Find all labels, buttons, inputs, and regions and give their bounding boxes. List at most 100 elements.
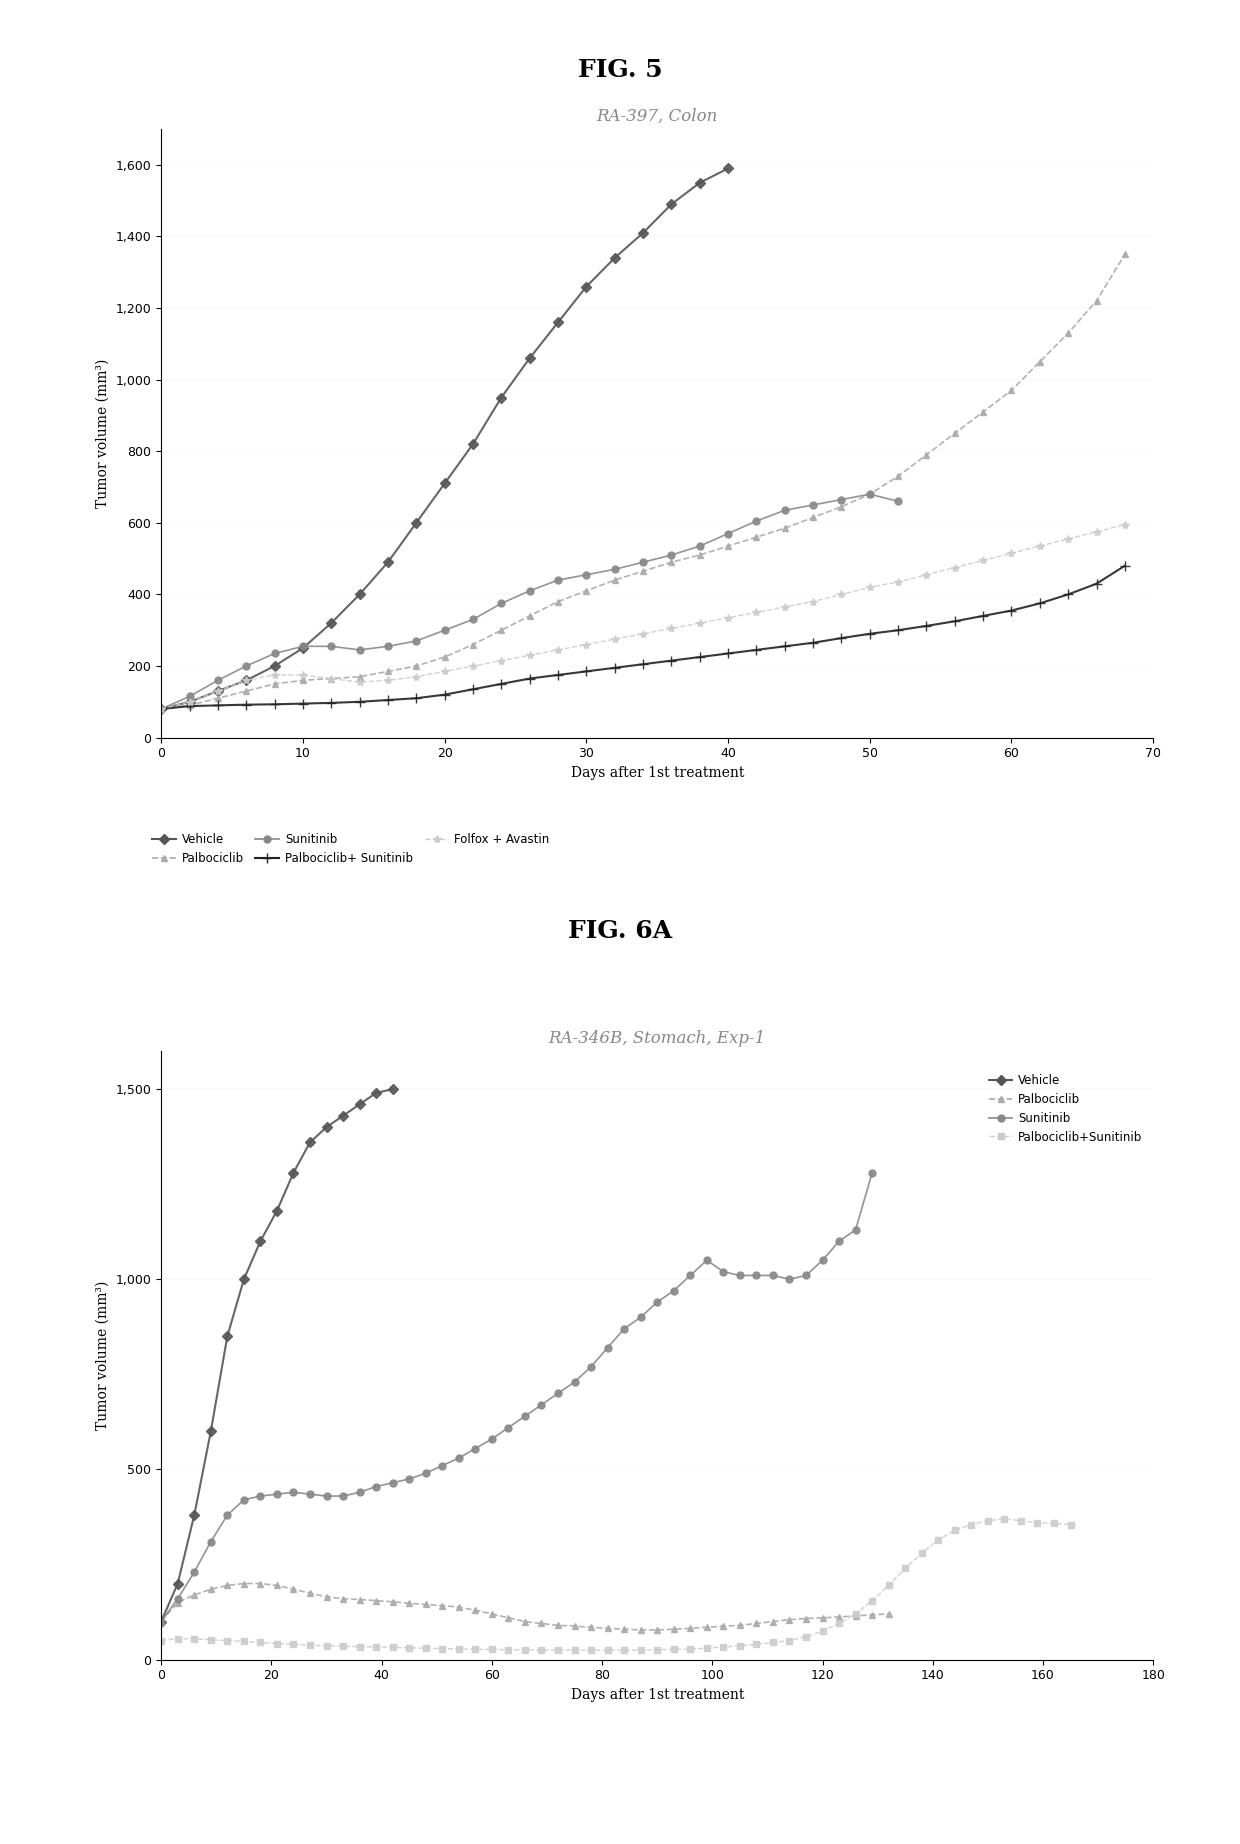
Palbociclib+Sunitinib bbox=[997, 1508, 1012, 1531]
Sunitinib bbox=[634, 1306, 649, 1328]
Sunitinib bbox=[666, 1280, 681, 1302]
Palbociclib+Sunitinib bbox=[534, 1639, 549, 1661]
Palbociclib bbox=[634, 1619, 649, 1641]
Sunitinib bbox=[616, 1318, 631, 1341]
Palbociclib bbox=[848, 1604, 863, 1626]
Palbociclib bbox=[485, 1602, 500, 1625]
Palbociclib bbox=[418, 1593, 433, 1615]
Sunitinib bbox=[584, 1355, 599, 1377]
Sunitinib bbox=[286, 1481, 301, 1503]
Palbociclib bbox=[368, 1590, 383, 1612]
Sunitinib bbox=[799, 1265, 813, 1287]
X-axis label: Days after 1st treatment: Days after 1st treatment bbox=[570, 765, 744, 780]
Sunitinib bbox=[269, 1483, 284, 1505]
Vehicle bbox=[237, 1269, 252, 1291]
Palbociclib bbox=[715, 1615, 730, 1637]
Sunitinib bbox=[352, 1481, 367, 1503]
Vehicle bbox=[154, 1610, 169, 1632]
Palbociclib bbox=[237, 1573, 252, 1595]
Palbociclib bbox=[864, 1604, 879, 1626]
Palbociclib bbox=[501, 1606, 516, 1628]
Palbociclib bbox=[600, 1617, 615, 1639]
Palbociclib bbox=[187, 1584, 202, 1606]
Palbociclib bbox=[882, 1602, 897, 1625]
Title: RA-397, Colon: RA-397, Colon bbox=[596, 107, 718, 125]
Palbociclib bbox=[584, 1615, 599, 1637]
Sunitinib bbox=[733, 1265, 748, 1287]
Y-axis label: Tumor volume (mm³): Tumor volume (mm³) bbox=[95, 358, 110, 509]
Sunitinib bbox=[683, 1265, 698, 1287]
Palbociclib+Sunitinib bbox=[170, 1628, 185, 1650]
Vehicle bbox=[352, 1093, 367, 1116]
Palbociclib bbox=[336, 1588, 351, 1610]
Palbociclib bbox=[219, 1575, 234, 1597]
Palbociclib+Sunitinib bbox=[154, 1630, 169, 1652]
Text: FIG. 5: FIG. 5 bbox=[578, 57, 662, 83]
Sunitinib bbox=[650, 1291, 665, 1313]
Vehicle bbox=[286, 1162, 301, 1184]
Line: Palbociclib+Sunitinib: Palbociclib+Sunitinib bbox=[159, 1516, 1074, 1652]
Palbociclib bbox=[203, 1578, 218, 1601]
Sunitinib bbox=[864, 1162, 879, 1184]
Sunitinib bbox=[815, 1248, 830, 1271]
Palbociclib+Sunitinib bbox=[485, 1637, 500, 1660]
Sunitinib bbox=[219, 1505, 234, 1527]
Palbociclib bbox=[269, 1575, 284, 1597]
Sunitinib bbox=[534, 1394, 549, 1416]
Palbociclib bbox=[699, 1615, 714, 1637]
Line: Vehicle: Vehicle bbox=[157, 1086, 396, 1625]
Palbociclib bbox=[154, 1610, 169, 1632]
Sunitinib bbox=[203, 1531, 218, 1553]
Line: Sunitinib: Sunitinib bbox=[157, 1169, 875, 1625]
Vehicle bbox=[303, 1130, 317, 1154]
Palbociclib bbox=[435, 1595, 450, 1617]
Palbociclib bbox=[534, 1612, 549, 1634]
Palbociclib+Sunitinib bbox=[765, 1632, 780, 1654]
Legend: Vehicle, Palbociclib, Sunitinib, Palbociclib+ Sunitinib, Folfox + Avastin: Vehicle, Palbociclib, Sunitinib, Palboci… bbox=[148, 828, 554, 870]
Sunitinib bbox=[368, 1475, 383, 1497]
Palbociclib bbox=[650, 1619, 665, 1641]
Palbociclib bbox=[402, 1591, 417, 1614]
Palbociclib bbox=[733, 1614, 748, 1636]
Palbociclib+Sunitinib bbox=[733, 1636, 748, 1658]
Palbociclib bbox=[616, 1619, 631, 1641]
Palbociclib bbox=[749, 1612, 764, 1634]
Text: FIG. 6A: FIG. 6A bbox=[568, 918, 672, 944]
Palbociclib+Sunitinib bbox=[683, 1637, 698, 1660]
Sunitinib bbox=[782, 1269, 797, 1291]
Vehicle bbox=[253, 1230, 268, 1252]
Sunitinib bbox=[699, 1248, 714, 1271]
Vehicle bbox=[386, 1079, 401, 1101]
Palbociclib bbox=[815, 1606, 830, 1628]
Palbociclib+Sunitinib bbox=[864, 1590, 879, 1612]
Palbociclib bbox=[782, 1608, 797, 1630]
Palbociclib bbox=[352, 1588, 367, 1610]
Sunitinib bbox=[749, 1265, 764, 1287]
Sunitinib bbox=[170, 1588, 185, 1610]
Palbociclib bbox=[765, 1610, 780, 1632]
Vehicle bbox=[203, 1420, 218, 1442]
Palbociclib bbox=[253, 1573, 268, 1595]
X-axis label: Days after 1st treatment: Days after 1st treatment bbox=[570, 1687, 744, 1702]
Palbociclib bbox=[286, 1578, 301, 1601]
Vehicle bbox=[368, 1082, 383, 1105]
Sunitinib bbox=[451, 1448, 466, 1470]
Sunitinib bbox=[832, 1230, 847, 1252]
Palbociclib bbox=[303, 1582, 317, 1604]
Vehicle bbox=[336, 1105, 351, 1127]
Sunitinib bbox=[467, 1438, 482, 1460]
Sunitinib bbox=[336, 1484, 351, 1507]
Sunitinib bbox=[319, 1484, 334, 1507]
Palbociclib bbox=[517, 1610, 532, 1632]
Sunitinib bbox=[567, 1370, 582, 1392]
Vehicle bbox=[170, 1573, 185, 1595]
Palbociclib bbox=[666, 1619, 681, 1641]
Sunitinib bbox=[237, 1488, 252, 1510]
Sunitinib bbox=[253, 1484, 268, 1507]
Vehicle bbox=[319, 1116, 334, 1138]
Palbociclib bbox=[170, 1591, 185, 1614]
Palbociclib bbox=[386, 1591, 401, 1614]
Sunitinib bbox=[848, 1219, 863, 1241]
Palbociclib bbox=[451, 1597, 466, 1619]
Sunitinib bbox=[715, 1261, 730, 1283]
